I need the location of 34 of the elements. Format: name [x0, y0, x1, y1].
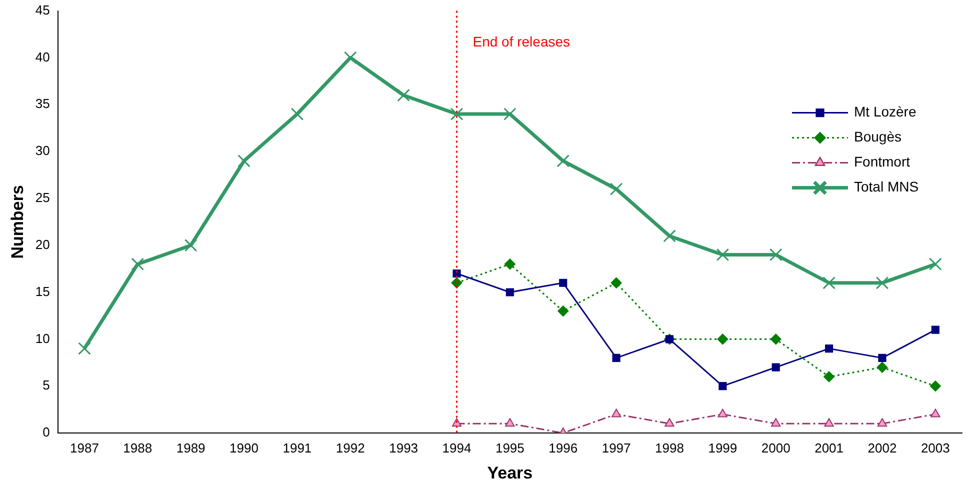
y-tick-label: 40 [35, 49, 50, 64]
x-tick-label: 1996 [548, 440, 578, 456]
x-tick-label: 1992 [336, 440, 365, 456]
y-tick-label: 10 [35, 330, 50, 346]
x-tick-label: 1987 [70, 440, 99, 456]
legend-label: Fontmort [854, 154, 910, 170]
y-tick-label: 0 [42, 424, 50, 440]
x-tick-label: 1998 [655, 440, 684, 456]
x-tick-label: 2001 [814, 440, 844, 456]
x-tick-label: 1991 [282, 440, 312, 456]
x-axis-title: Years [487, 463, 533, 482]
x-tick-label: 1990 [230, 440, 258, 456]
x-tick-label: 2003 [920, 440, 950, 456]
x-tick-label: 1995 [495, 440, 524, 456]
x-tick-label: 1994 [442, 440, 472, 456]
x-tick-label: 1989 [176, 440, 206, 456]
x-tick-label: 1988 [123, 440, 152, 456]
legend-label: Mt Lozère [854, 104, 916, 120]
x-tick-label: 1993 [389, 440, 418, 456]
y-tick-label: 20 [35, 236, 50, 252]
y-tick-label: 15 [35, 284, 50, 299]
y-tick-label: 45 [35, 2, 50, 18]
x-tick-label: 1999 [708, 440, 738, 456]
x-tick-label: 1997 [602, 440, 631, 456]
legend-label: Bougès [854, 128, 902, 145]
y-tick-label: 5 [42, 378, 50, 393]
legend-label: Total MNS [854, 178, 919, 195]
y-axis-title: Numbers [8, 185, 27, 259]
x-tick-label: 2002 [868, 440, 897, 456]
y-tick-label: 25 [35, 190, 50, 206]
x-tick-label: 2000 [761, 440, 790, 456]
y-tick-label: 35 [35, 96, 50, 112]
y-tick-label: 30 [35, 143, 50, 158]
ref-line-label: End of releases [472, 34, 570, 50]
